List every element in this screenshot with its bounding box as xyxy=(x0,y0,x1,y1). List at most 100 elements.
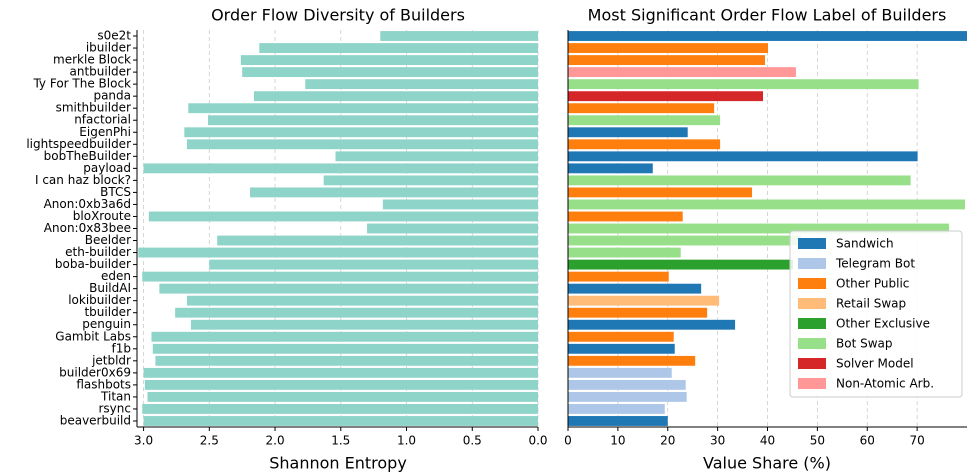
bar xyxy=(568,55,766,66)
bar xyxy=(217,235,538,246)
bar xyxy=(188,103,539,114)
legend-label: Non-Atomic Arb. xyxy=(836,377,934,391)
chart-title: Order Flow Diversity of Builders xyxy=(211,6,465,25)
bar xyxy=(240,55,538,66)
bar xyxy=(568,379,686,390)
y-tick-label: eth-builder xyxy=(65,245,131,259)
y-tick-label: eden xyxy=(101,269,131,283)
legend-swatch xyxy=(798,238,826,249)
y-tick-label: f1b xyxy=(112,341,131,355)
x-tick-label: 0 xyxy=(564,434,572,448)
bar xyxy=(568,199,966,210)
x-tick-label: 20 xyxy=(660,434,675,448)
x-tick-label: 60 xyxy=(860,434,875,448)
y-tick-label: tbuilder xyxy=(84,305,131,319)
y-tick-label: jetbldr xyxy=(91,353,131,367)
bar xyxy=(568,91,764,102)
y-tick-label: boba-builder xyxy=(55,257,131,271)
y-tick-label: panda xyxy=(93,89,131,103)
bar xyxy=(335,151,538,162)
bar xyxy=(305,79,538,90)
bar xyxy=(568,151,918,162)
bar xyxy=(380,31,538,41)
bar xyxy=(186,139,538,150)
bar xyxy=(568,223,950,234)
legend-label: Bot Swap xyxy=(836,337,893,351)
bar xyxy=(568,187,753,198)
bar xyxy=(254,91,538,102)
bar xyxy=(568,416,668,426)
x-axis-label: Shannon Entropy xyxy=(269,454,407,473)
bar xyxy=(568,235,801,246)
y-tick-label: beaverbuild xyxy=(60,413,131,427)
y-tick-label: flashbots xyxy=(76,377,131,391)
bar xyxy=(568,43,768,53)
x-tick-label: 30 xyxy=(710,434,725,448)
bar xyxy=(143,367,538,378)
bar xyxy=(568,404,665,414)
y-tick-label: bloXroute xyxy=(73,209,131,223)
legend-label: Sandwich xyxy=(836,237,894,251)
x-tick-label: 2.5 xyxy=(200,434,219,448)
bar xyxy=(242,67,538,78)
y-tick-label: I can haz block? xyxy=(35,173,131,187)
legend-label: Solver Model xyxy=(836,357,914,371)
y-tick-label: smithbuilder xyxy=(56,101,131,115)
bar xyxy=(568,79,919,90)
x-tick-label: 2.0 xyxy=(266,434,285,448)
bar xyxy=(568,67,796,78)
legend-swatch xyxy=(798,278,826,289)
x-tick-label: 0.5 xyxy=(463,434,482,448)
bar xyxy=(155,355,538,366)
legend-swatch xyxy=(798,378,826,389)
bar xyxy=(152,343,539,354)
y-tick-label: payload xyxy=(83,161,131,175)
legend-box xyxy=(789,230,963,398)
x-tick-label: 1.0 xyxy=(397,434,416,448)
bar xyxy=(143,416,538,426)
legend-label: Telegram Bot xyxy=(835,257,915,271)
y-tick-label: rsync xyxy=(99,401,132,415)
y-tick-label: merkle Block xyxy=(53,53,131,67)
bar xyxy=(147,391,538,402)
bar xyxy=(568,259,793,270)
x-tick-label: 40 xyxy=(760,434,775,448)
y-tick-label: BuildAI xyxy=(89,281,131,295)
bar xyxy=(259,43,538,53)
y-tick-label: nfactorial xyxy=(74,113,131,127)
bar xyxy=(142,271,538,282)
bar xyxy=(175,307,538,318)
bar xyxy=(568,247,681,258)
y-tick-label: Anon:0x83bee xyxy=(44,221,131,235)
x-tick-label: 3.0 xyxy=(134,434,153,448)
bar xyxy=(143,163,538,174)
bar xyxy=(568,127,688,138)
bar xyxy=(568,31,967,41)
bar xyxy=(148,211,538,222)
bar xyxy=(568,391,687,402)
y-tick-label: s0e2t xyxy=(97,29,131,43)
bar xyxy=(186,295,538,306)
bar xyxy=(382,199,538,210)
bar xyxy=(568,211,683,222)
bar xyxy=(568,343,675,354)
bar xyxy=(568,175,911,186)
bar xyxy=(209,259,539,270)
legend-swatch xyxy=(798,338,826,349)
legend-swatch xyxy=(798,298,826,309)
y-tick-label: Ty For The Block xyxy=(32,77,131,91)
legend-swatch xyxy=(798,258,826,269)
x-axis-label: Value Share (%) xyxy=(703,454,831,473)
bar xyxy=(568,103,715,114)
y-tick-label: bobTheBuilder xyxy=(44,149,131,163)
y-tick-label: ibuilder xyxy=(86,41,131,55)
bar xyxy=(568,115,721,126)
bar xyxy=(568,163,653,174)
y-tick-label: Anon:0xb3a6d xyxy=(44,197,131,211)
x-tick-label: 1.5 xyxy=(331,434,350,448)
legend-label: Other Exclusive xyxy=(836,317,930,331)
y-tick-label: Gambit Labs xyxy=(55,329,131,343)
y-tick-label: Titan xyxy=(100,389,131,403)
bar xyxy=(568,367,672,378)
